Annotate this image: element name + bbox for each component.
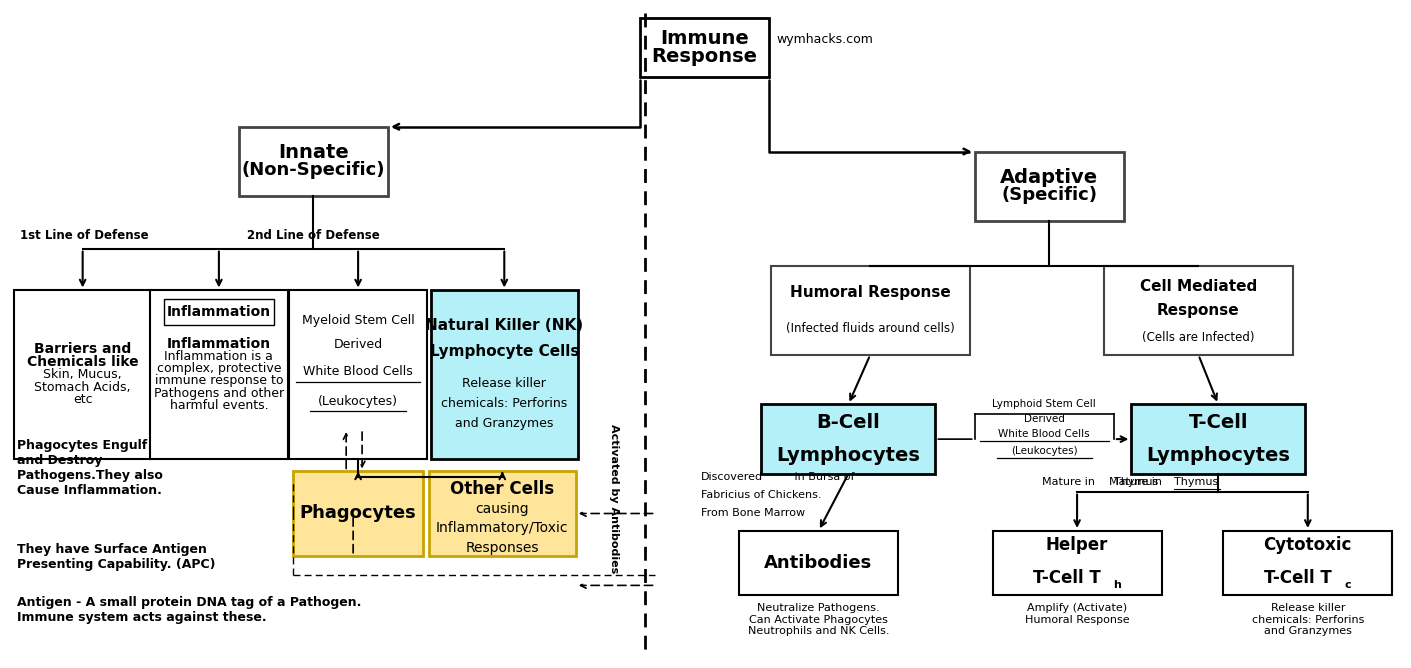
Text: Myeloid Stem Cell: Myeloid Stem Cell (302, 313, 415, 327)
FancyBboxPatch shape (639, 17, 769, 77)
Text: White Blood Cells: White Blood Cells (999, 429, 1091, 439)
Text: Lymphoid Stem Cell: Lymphoid Stem Cell (992, 399, 1096, 409)
FancyBboxPatch shape (151, 291, 288, 459)
Text: Derived: Derived (333, 339, 382, 351)
Text: 1st Line of Defense: 1st Line of Defense (20, 229, 150, 242)
Text: They have Surface Antigen
Presenting Capability. (APC): They have Surface Antigen Presenting Cap… (17, 543, 216, 571)
Text: Lymphocyte Cells: Lymphocyte Cells (429, 344, 579, 359)
Text: Stomach Acids,: Stomach Acids, (34, 381, 131, 393)
Text: Amplify (Activate)
Humoral Response: Amplify (Activate) Humoral Response (1024, 603, 1129, 625)
Text: chemicals: Perforins: chemicals: Perforins (442, 397, 567, 410)
FancyBboxPatch shape (992, 531, 1161, 595)
Text: Immune: Immune (660, 29, 749, 47)
FancyBboxPatch shape (430, 291, 579, 459)
FancyBboxPatch shape (1103, 266, 1292, 355)
FancyBboxPatch shape (238, 127, 388, 196)
Text: (Leukocytes): (Leukocytes) (317, 395, 398, 408)
Text: Fabricius of Chickens.: Fabricius of Chickens. (701, 490, 821, 500)
Text: causing: causing (476, 502, 529, 516)
Text: Barriers and: Barriers and (34, 343, 131, 357)
Text: Release killer: Release killer (463, 377, 546, 390)
Text: Inflammation: Inflammation (166, 337, 271, 351)
Text: Discovered: Discovered (701, 472, 763, 482)
FancyBboxPatch shape (293, 472, 423, 556)
Text: Other Cells: Other Cells (450, 480, 555, 498)
Text: Cell Mediated: Cell Mediated (1140, 279, 1257, 294)
FancyBboxPatch shape (1223, 531, 1393, 595)
Text: Antigen - A small protein DNA tag of a Pathogen.
Immune system acts against thes: Antigen - A small protein DNA tag of a P… (17, 596, 361, 624)
FancyBboxPatch shape (770, 266, 969, 355)
Text: From Bone Marrow: From Bone Marrow (701, 508, 806, 518)
Text: Phagocytes Engulf
and Destroy
Pathogens.They also
Cause Inflammation.: Phagocytes Engulf and Destroy Pathogens.… (17, 439, 162, 497)
Text: Lymphocytes: Lymphocytes (776, 446, 920, 466)
Text: Inflammation: Inflammation (166, 305, 271, 319)
Text: Response: Response (1157, 303, 1240, 318)
Text: Thymus: Thymus (1174, 477, 1218, 487)
Text: (Non-Specific): (Non-Specific) (241, 162, 385, 180)
Text: Pathogens and other: Pathogens and other (154, 387, 284, 399)
Text: etc: etc (73, 393, 93, 406)
Text: harmful events.: harmful events. (169, 399, 268, 412)
Text: Innate: Innate (278, 143, 349, 162)
Text: T-Cell: T-Cell (1188, 413, 1249, 432)
Text: Mature in: Mature in (1109, 477, 1165, 487)
Text: Chemicals like: Chemicals like (27, 355, 138, 369)
Text: immune response to: immune response to (155, 374, 284, 387)
Text: B-Cell: B-Cell (817, 413, 880, 432)
Text: Derived: Derived (1024, 414, 1065, 424)
Text: c: c (1345, 580, 1350, 590)
Text: Activated by Antibodies: Activated by Antibodies (608, 424, 618, 573)
Text: complex, protective: complex, protective (157, 362, 281, 375)
FancyBboxPatch shape (1132, 404, 1305, 474)
Text: Inflammation is a: Inflammation is a (165, 350, 274, 363)
FancyBboxPatch shape (14, 291, 151, 459)
Text: Natural Killer (NK): Natural Killer (NK) (425, 317, 583, 333)
Text: Cytotoxic: Cytotoxic (1264, 536, 1352, 554)
Text: (Infected fluids around cells): (Infected fluids around cells) (786, 321, 955, 335)
Text: T-Cell T: T-Cell T (1264, 569, 1332, 587)
Text: Mature in: Mature in (1043, 477, 1099, 487)
Text: h: h (1113, 580, 1120, 590)
Text: Lymphocytes: Lymphocytes (1146, 446, 1290, 466)
FancyBboxPatch shape (975, 152, 1123, 221)
Text: wymhacks.com: wymhacks.com (777, 33, 873, 46)
Text: Release killer
chemicals: Perforins
and Granzymes: Release killer chemicals: Perforins and … (1252, 603, 1364, 637)
FancyBboxPatch shape (429, 472, 576, 556)
Text: Skin, Mucus,: Skin, Mucus, (44, 368, 121, 381)
Text: (Specific): (Specific) (1002, 186, 1098, 204)
Text: Inflammatory/Toxic: Inflammatory/Toxic (436, 521, 569, 535)
Text: in Bursa of: in Bursa of (790, 472, 854, 482)
Text: Humoral Response: Humoral Response (790, 285, 951, 300)
Text: (Cells are Infected): (Cells are Infected) (1141, 331, 1254, 345)
Text: Adaptive: Adaptive (1000, 168, 1098, 186)
Text: Neutralize Pathogens.
Can Activate Phagocytes
Neutrophils and NK Cells.: Neutralize Pathogens. Can Activate Phago… (748, 603, 889, 637)
FancyBboxPatch shape (762, 404, 935, 474)
Text: Antibodies: Antibodies (765, 554, 872, 572)
Text: and Granzymes: and Granzymes (456, 417, 553, 430)
Text: Helper: Helper (1046, 536, 1108, 554)
FancyBboxPatch shape (739, 531, 897, 595)
Text: Thymus: Thymus (1115, 477, 1158, 487)
Text: T-Cell T: T-Cell T (1033, 569, 1101, 587)
Text: 2nd Line of Defense: 2nd Line of Defense (247, 229, 380, 242)
FancyBboxPatch shape (164, 299, 274, 325)
Text: Phagocytes: Phagocytes (299, 504, 416, 522)
Text: (Leukocytes): (Leukocytes) (1010, 446, 1078, 456)
Text: White Blood Cells: White Blood Cells (303, 365, 413, 378)
FancyBboxPatch shape (289, 291, 426, 459)
Text: Responses: Responses (466, 541, 539, 555)
Text: Response: Response (650, 47, 758, 66)
